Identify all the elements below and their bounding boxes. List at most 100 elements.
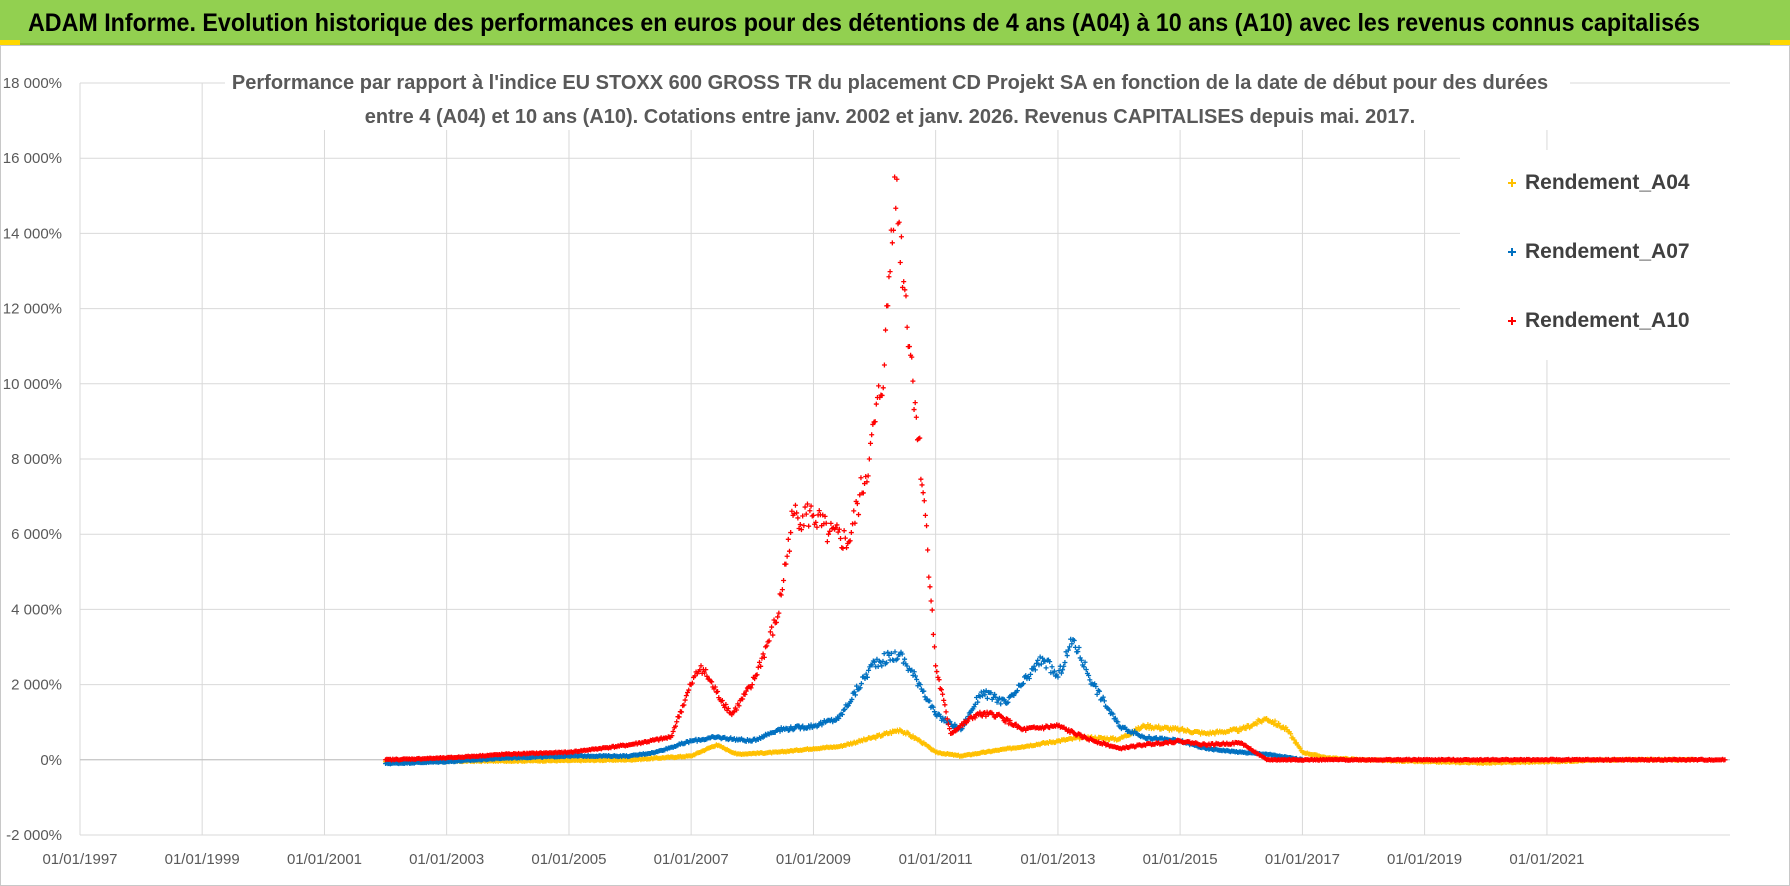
legend-box xyxy=(1460,150,1730,360)
series-marker xyxy=(851,689,857,695)
series-marker xyxy=(998,701,1004,707)
series-marker xyxy=(1026,676,1032,682)
series-marker xyxy=(748,685,754,691)
series-layer xyxy=(383,174,1728,767)
y-tick-label: -2 000% xyxy=(6,827,62,844)
series-marker xyxy=(1035,657,1041,663)
series-marker xyxy=(1071,637,1077,643)
series-marker xyxy=(1272,718,1278,724)
series-marker xyxy=(1036,662,1042,668)
series-marker xyxy=(854,501,860,507)
series-marker xyxy=(1086,673,1092,679)
series-marker xyxy=(1156,723,1162,729)
series-marker xyxy=(786,548,792,554)
data-point-Rendement_A07 xyxy=(978,689,984,695)
series-marker xyxy=(888,650,894,656)
series-marker xyxy=(773,619,779,625)
series-marker xyxy=(941,697,947,703)
y-tick-label: 12 000% xyxy=(3,301,62,318)
series-marker xyxy=(679,709,685,715)
series-marker xyxy=(885,649,891,655)
series-marker xyxy=(910,672,916,678)
series-marker xyxy=(709,679,715,685)
series-marker xyxy=(838,535,844,541)
series-marker xyxy=(873,735,879,741)
series-marker xyxy=(857,685,863,691)
series-marker xyxy=(804,501,810,507)
y-tick-label: 2 000% xyxy=(11,677,62,694)
series-marker xyxy=(910,378,916,384)
series-marker xyxy=(897,259,903,265)
data-point-Rendement_A07 xyxy=(836,715,842,721)
series-marker xyxy=(1038,661,1044,667)
chart-legend: Rendement_A04 Rendement_A07 Rendement_A10 xyxy=(1460,150,1730,360)
data-point-Rendement_A10 xyxy=(1722,757,1728,763)
series-marker xyxy=(764,643,770,649)
series-marker xyxy=(847,538,853,544)
series-marker xyxy=(808,503,814,509)
series-marker xyxy=(885,303,891,309)
series-marker xyxy=(771,617,777,623)
series-marker xyxy=(835,529,841,535)
series-marker xyxy=(1075,649,1081,655)
series-marker xyxy=(913,414,919,420)
series-marker xyxy=(816,508,822,514)
series-marker xyxy=(931,644,937,650)
series-marker xyxy=(1106,707,1112,713)
series-marker xyxy=(1065,647,1071,653)
series-marker xyxy=(1069,641,1075,647)
series-marker xyxy=(854,683,860,689)
series-marker xyxy=(734,707,740,713)
series-marker xyxy=(880,385,886,391)
series-marker xyxy=(849,696,855,702)
series-marker xyxy=(873,401,879,407)
series-marker xyxy=(785,536,791,542)
series-marker xyxy=(842,535,848,541)
series-marker xyxy=(872,419,878,425)
series-marker xyxy=(922,694,928,700)
series-marker xyxy=(893,205,899,211)
series-marker xyxy=(926,574,932,580)
series-marker xyxy=(914,676,920,682)
series-marker xyxy=(940,691,946,697)
series-marker xyxy=(682,697,688,703)
series-marker xyxy=(887,269,893,275)
series-marker xyxy=(827,528,833,534)
series-marker xyxy=(889,240,895,246)
series-marker xyxy=(683,693,689,699)
y-tick-label: 0% xyxy=(40,752,62,769)
series-marker xyxy=(934,669,940,675)
series-marker xyxy=(866,667,872,673)
series-marker xyxy=(876,383,882,389)
series-marker xyxy=(822,513,828,519)
y-tick-label: 8 000% xyxy=(11,451,62,468)
series-marker xyxy=(909,354,915,360)
series-marker xyxy=(902,656,908,662)
series-marker xyxy=(1030,666,1036,672)
series-marker xyxy=(1064,653,1070,659)
series-marker xyxy=(715,689,721,695)
series-marker xyxy=(993,694,999,700)
x-tick-label: 01/01/2009 xyxy=(776,851,851,868)
data-point-Rendement_A07 xyxy=(872,659,878,665)
series-marker xyxy=(759,655,765,661)
series-marker xyxy=(996,695,1002,701)
series-marker xyxy=(1007,718,1013,724)
series-marker xyxy=(803,511,809,517)
series-marker xyxy=(760,651,766,657)
series-marker xyxy=(952,721,958,727)
series-marker xyxy=(1056,668,1062,674)
series-marker xyxy=(1078,732,1084,738)
series-marker xyxy=(947,726,953,732)
series-marker xyxy=(828,520,834,526)
series-marker xyxy=(1002,719,1008,725)
series-marker xyxy=(789,508,795,514)
series-marker xyxy=(818,719,824,725)
data-point-Rendement_A07 xyxy=(1040,655,1046,661)
series-marker xyxy=(875,664,881,670)
series-marker xyxy=(1047,659,1053,665)
series-marker xyxy=(788,530,794,536)
series-marker xyxy=(1066,727,1072,733)
series-marker xyxy=(674,719,680,725)
